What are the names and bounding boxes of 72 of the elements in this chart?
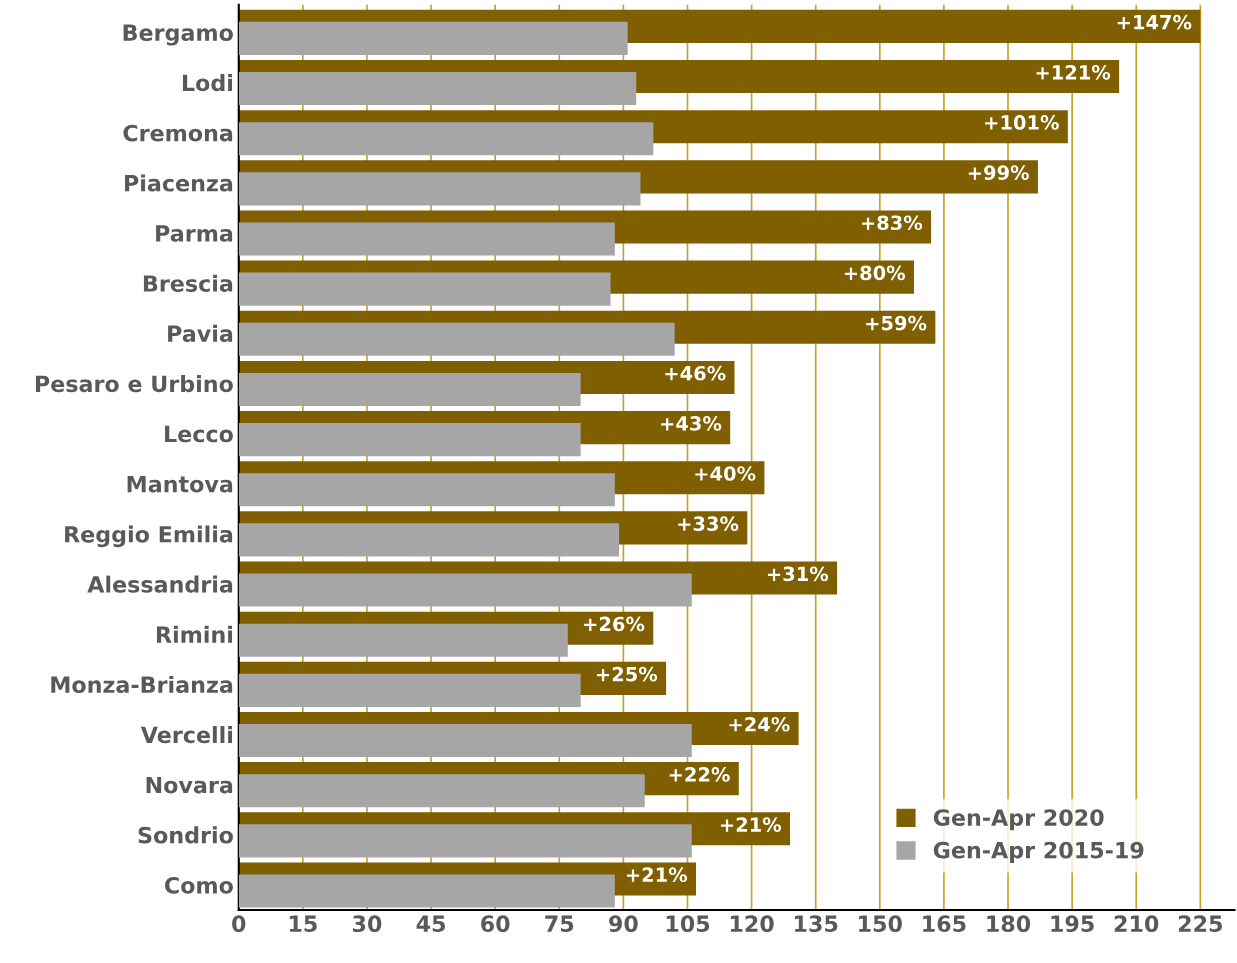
y-tick-label: Como bbox=[164, 876, 233, 894]
annotation: +31% bbox=[767, 566, 829, 582]
y-tick-label: Lodi bbox=[182, 74, 233, 92]
bar bbox=[238, 573, 692, 607]
y-tick-label: Rimini bbox=[156, 625, 233, 643]
annotation: +40% bbox=[695, 466, 756, 481]
y-tick-label: Sondrio bbox=[138, 826, 233, 844]
legend-label: Gen-Apr 2020 bbox=[933, 809, 1104, 831]
bar bbox=[238, 473, 615, 507]
y-tick-label: Mantova bbox=[127, 476, 233, 493]
y-tick-label: Lecco bbox=[165, 425, 233, 443]
bar bbox=[238, 122, 654, 156]
x-tick-label: 0 bbox=[232, 915, 246, 933]
bar bbox=[238, 774, 645, 808]
annotation: +147% bbox=[1117, 14, 1192, 30]
annotation: +83% bbox=[861, 215, 923, 231]
bar bbox=[238, 623, 568, 657]
annotation: +46% bbox=[665, 365, 726, 381]
x-tick-label: 195 bbox=[1051, 915, 1094, 933]
y-tick-label: Brescia bbox=[143, 274, 233, 292]
legend-label: Gen-Apr 2015-19 bbox=[933, 841, 1144, 863]
bar bbox=[238, 222, 615, 256]
x-tick-label: 75 bbox=[545, 915, 574, 933]
bar bbox=[238, 172, 641, 206]
y-tick-label: Piacenza bbox=[125, 174, 233, 192]
x-tick-label: 210 bbox=[1114, 915, 1159, 933]
bar bbox=[238, 423, 581, 457]
x-tick-label: 225 bbox=[1178, 915, 1222, 933]
annotation: +25% bbox=[597, 666, 658, 682]
bar bbox=[238, 824, 692, 858]
bar bbox=[238, 322, 675, 356]
x-tick-label: 45 bbox=[416, 915, 445, 933]
y-tick-label: Monza-Brianza bbox=[51, 675, 233, 694]
annotation: +101% bbox=[985, 115, 1059, 130]
x-tick-label: 105 bbox=[666, 915, 710, 933]
bar bbox=[238, 523, 620, 557]
bar bbox=[238, 723, 692, 758]
y-tick-label: Cremona bbox=[123, 124, 233, 142]
annotation: +59% bbox=[866, 315, 927, 331]
x-tick-label: 165 bbox=[923, 915, 966, 933]
x-tick-label: 120 bbox=[730, 915, 774, 933]
y-tick-label: Pavia bbox=[168, 324, 233, 343]
bar bbox=[238, 372, 581, 407]
bar bbox=[238, 21, 628, 55]
x-tick-label: 60 bbox=[481, 915, 510, 933]
y-tick-label: Novara bbox=[146, 776, 233, 794]
annotation: +21% bbox=[626, 867, 688, 883]
x-tick-label: 180 bbox=[987, 915, 1031, 933]
bar bbox=[238, 72, 637, 106]
bar bbox=[238, 272, 611, 306]
annotation: +21% bbox=[720, 817, 782, 832]
annotation: +43% bbox=[661, 416, 722, 431]
y-tick-label: Bergamo bbox=[123, 24, 233, 46]
y-tick-label: Alessandria bbox=[87, 575, 233, 593]
y-tick-label: Reggio Emilia bbox=[65, 525, 233, 548]
x-tick-label: 30 bbox=[352, 915, 382, 933]
y-tick-label: Pesaro e Urbino bbox=[35, 375, 233, 393]
y-tick-label: Vercelli bbox=[140, 726, 233, 744]
y-tick-label: Parma bbox=[156, 225, 233, 242]
annotation: +24% bbox=[729, 716, 790, 732]
x-tick-label: 15 bbox=[289, 915, 317, 933]
annotation: +99% bbox=[968, 165, 1029, 180]
x-tick-label: 135 bbox=[795, 915, 838, 933]
annotation: +80% bbox=[844, 265, 906, 281]
x-tick-label: 90 bbox=[609, 915, 638, 933]
annotation: +121% bbox=[1036, 64, 1111, 80]
annotation: +33% bbox=[678, 516, 739, 532]
bar bbox=[238, 874, 615, 908]
x-tick-label: 150 bbox=[859, 915, 902, 933]
bar bbox=[238, 673, 581, 707]
annotation: +22% bbox=[669, 767, 730, 782]
annotation: +26% bbox=[584, 616, 645, 632]
